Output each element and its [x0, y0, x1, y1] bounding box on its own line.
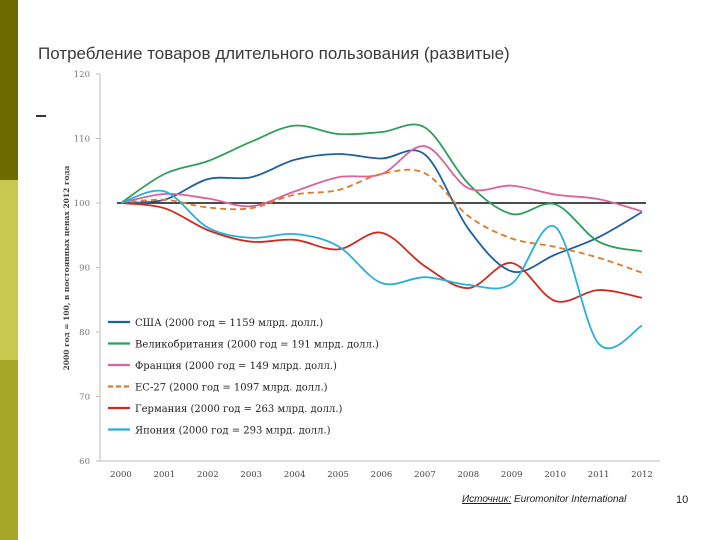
series-line-0 — [120, 149, 643, 274]
legend-label: Германия (2000 год = 263 млрд. долл.) — [135, 404, 343, 415]
legend-label: США (2000 год = 1159 млрд. долл.) — [135, 318, 323, 329]
legend-label: ЕС-27 (2000 год = 1097 млрд. долл.) — [135, 383, 328, 394]
y-axis-label: 2000 год = 100, в постоянных ценах 2012 … — [62, 165, 71, 370]
legend-label: Япония (2000 год = 293 млрд. долл.) — [135, 426, 331, 437]
y-tick-label: 100 — [74, 199, 90, 209]
page-number: 10 — [676, 494, 689, 506]
x-tick-label: 2002 — [197, 470, 219, 480]
y-tick-label: 90 — [79, 264, 90, 274]
y-tick-label: 120 — [74, 70, 90, 80]
series-line-4 — [120, 202, 643, 303]
x-tick-label: 2001 — [154, 470, 176, 480]
series-line-1 — [120, 123, 643, 253]
y-tick-label: 70 — [79, 393, 90, 403]
x-tick-label: 2003 — [240, 470, 262, 480]
source-note: Источник: Euromonitor International — [462, 494, 626, 505]
x-tick-label: 2004 — [284, 470, 306, 480]
slide-sidebar — [0, 0, 18, 540]
slide-title: Потребление товаров длительного пользова… — [38, 44, 510, 63]
sidebar-segment-top — [0, 0, 18, 180]
y-tick-label: 110 — [74, 135, 90, 145]
x-tick-label: 2007 — [414, 470, 436, 480]
bullet-dash — [36, 115, 46, 117]
y-tick-label: 60 — [79, 457, 90, 467]
sidebar-segment-bottom — [0, 360, 18, 540]
x-tick-label: 2010 — [544, 470, 566, 480]
legend-label: Великобритания (2000 год = 191 млрд. дол… — [135, 340, 379, 351]
x-tick-label: 2000 — [110, 470, 132, 480]
x-tick-label: 2012 — [631, 470, 653, 480]
legend-label: Франция (2000 год = 149 млрд. долл.) — [135, 361, 337, 372]
x-tick-label: 2008 — [458, 470, 480, 480]
source-name: Euromonitor International — [514, 494, 627, 505]
x-tick-label: 2009 — [501, 470, 523, 480]
series-line-2 — [120, 145, 643, 213]
x-tick-label: 2006 — [371, 470, 393, 480]
source-prefix: Источник: — [462, 494, 512, 505]
x-tick-label: 2005 — [327, 470, 349, 480]
x-tick-label: 2011 — [588, 470, 610, 480]
series-line-5 — [120, 189, 643, 350]
sidebar-segment-middle — [0, 180, 18, 360]
y-tick-label: 80 — [79, 328, 90, 338]
series-line-3 — [120, 168, 643, 274]
